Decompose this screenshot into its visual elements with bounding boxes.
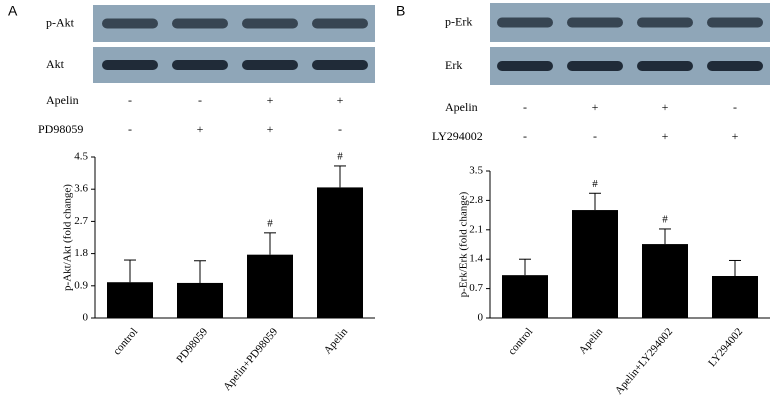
blot-band: [312, 18, 368, 29]
treatment-mark: +: [267, 93, 274, 107]
blot-band: [567, 17, 623, 28]
y-tick-label: 0: [478, 312, 484, 324]
blot-band: [242, 60, 298, 70]
y-axis-label: p-Erk/Erk (fold change): [458, 191, 470, 297]
y-tick-label: 3.5: [469, 165, 483, 177]
y-tick-label: 1.8: [74, 247, 88, 259]
panel-label: B: [396, 3, 405, 19]
blot-band: [172, 18, 228, 29]
blot-band: [172, 60, 228, 70]
y-axis-label: p-Akt/Akt (fold change): [62, 184, 74, 291]
y-tick-label: 2.1: [469, 223, 483, 235]
x-tick-label: Apelin+LY294002: [613, 326, 675, 397]
y-tick-label: 2.7: [74, 215, 88, 227]
annotation: #: [662, 213, 668, 225]
y-tick-label: 0.9: [74, 279, 88, 291]
treatment-mark: -: [338, 122, 342, 136]
y-tick-label: 0: [83, 312, 89, 324]
treatment-mark: -: [198, 93, 202, 107]
bar: [502, 275, 548, 318]
treatment-mark: -: [523, 129, 527, 143]
annotation: #: [267, 217, 273, 229]
treatment-mark: +: [197, 122, 204, 136]
treatment-label: PD98059: [38, 122, 83, 136]
blot-band: [102, 60, 158, 70]
x-tick-label: PD98059: [174, 325, 210, 365]
x-tick-label: LY294002: [706, 326, 745, 369]
treatment-mark: -: [128, 93, 132, 107]
blot-label: p-Akt: [46, 15, 75, 29]
treatment-mark: +: [592, 100, 599, 114]
blot-band: [312, 60, 368, 70]
x-tick-label: control: [506, 326, 535, 358]
treatment-mark: +: [337, 93, 344, 107]
y-tick-label: 0.7: [469, 282, 483, 294]
y-tick-label: 1.4: [469, 253, 483, 265]
blot-band: [707, 61, 763, 71]
treatment-mark: -: [593, 129, 597, 143]
treatment-label: Apelin: [445, 100, 478, 114]
annotation: #: [592, 178, 598, 190]
blot-band: [707, 17, 763, 28]
blot-band: [637, 61, 693, 71]
x-tick-label: Apelin: [577, 325, 606, 356]
bar: [247, 254, 293, 318]
treatment-mark: -: [523, 100, 527, 114]
blot-label: Akt: [46, 57, 65, 71]
x-tick-label: Apelin: [322, 325, 351, 356]
y-tick-label: 4.5: [74, 151, 88, 163]
blot-band: [497, 17, 553, 28]
treatment-label: LY294002: [432, 129, 483, 143]
y-tick-label: 2.8: [469, 194, 483, 206]
treatment-mark: +: [267, 122, 274, 136]
treatment-mark: +: [732, 129, 739, 143]
blot-band: [102, 18, 158, 29]
treatment-mark: -: [128, 122, 132, 136]
bar: [712, 276, 758, 318]
bar: [642, 244, 688, 318]
annotation: #: [337, 150, 343, 162]
blot-label: Erk: [445, 58, 462, 72]
bar: [572, 210, 618, 318]
treatment-mark: -: [733, 100, 737, 114]
bar: [317, 187, 363, 318]
blot-band: [567, 61, 623, 71]
treatment-label: Apelin: [46, 93, 79, 107]
x-tick-label: control: [111, 326, 140, 358]
blot-band: [637, 17, 693, 28]
x-tick-label: Apelin+PD98059: [221, 325, 280, 393]
blot-band: [497, 61, 553, 71]
bar: [107, 282, 153, 318]
blot-label: p-Erk: [445, 14, 472, 28]
blot-band: [242, 18, 298, 29]
treatment-mark: +: [662, 100, 669, 114]
panel-label: A: [8, 3, 18, 19]
y-tick-label: 3.6: [74, 183, 88, 195]
treatment-mark: +: [662, 129, 669, 143]
bar: [177, 282, 223, 318]
